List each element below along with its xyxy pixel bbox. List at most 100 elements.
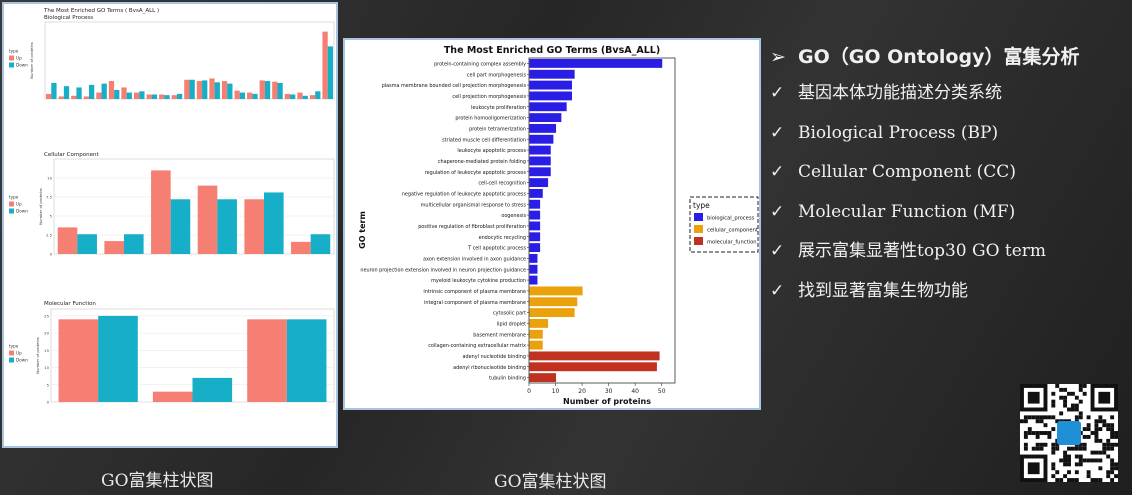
qr-module <box>1102 419 1107 424</box>
qr-module <box>1067 391 1071 396</box>
qr-module <box>1055 442 1060 447</box>
bar <box>529 318 549 328</box>
bar <box>247 319 287 402</box>
qr-module <box>1090 478 1095 482</box>
category-label: cell part morphogenesis <box>467 72 527 78</box>
qr-pattern <box>1020 384 1118 482</box>
qr-module <box>1051 391 1056 396</box>
qr-module <box>1051 427 1056 432</box>
qr-module <box>1063 387 1068 392</box>
main-chart-xlabel: Number of proteins <box>563 397 651 406</box>
bar <box>209 78 215 99</box>
bar <box>126 92 132 99</box>
qr-module <box>1074 407 1079 412</box>
qr-module <box>1082 446 1087 451</box>
left-caption: GO富集柱状图 <box>101 471 214 491</box>
bar <box>63 86 70 99</box>
qr-module <box>1043 442 1048 447</box>
bar <box>529 264 538 274</box>
qr-module <box>1110 415 1115 420</box>
qr-module <box>1094 450 1099 455</box>
qr-module <box>1067 478 1071 482</box>
qr-module <box>1086 415 1091 420</box>
check-icon: ✓ <box>770 162 785 182</box>
bar <box>529 221 541 231</box>
bar <box>259 80 265 99</box>
main-chart-title: The Most Enriched GO Terms (BvsA_ALL) <box>444 45 660 56</box>
bar <box>529 167 551 177</box>
qr-module <box>1051 442 1056 447</box>
qr-module <box>1078 446 1083 451</box>
subplot-ylabel: Number of proteins <box>38 188 43 225</box>
legend-label: molecular_function <box>707 240 757 246</box>
qr-module <box>1074 478 1079 482</box>
bar <box>529 362 657 372</box>
qr-module <box>1055 384 1060 388</box>
bar <box>146 94 152 99</box>
bar <box>529 123 557 133</box>
y-tick-label: 10 <box>44 365 49 370</box>
qr-module <box>1090 450 1095 455</box>
bp-bars: Number of proteins type Up Down <box>9 21 335 100</box>
bar <box>152 391 193 402</box>
bar <box>529 340 543 350</box>
bar <box>529 113 562 123</box>
arrow-bullet-icon: ➢ <box>770 46 786 68</box>
category-label: intrinsic component of plasma membrane <box>423 289 526 295</box>
qr-module <box>1082 427 1087 432</box>
qr-module <box>1114 442 1118 447</box>
legend-label: biological_process <box>707 216 755 222</box>
qr-module <box>1114 462 1118 467</box>
bar <box>202 80 208 99</box>
category-label: axon extension involved in axon guidance <box>423 256 526 262</box>
qr-module <box>1035 442 1040 447</box>
qr-module <box>1039 442 1044 447</box>
category-label: positive regulation of fibroblast prolif… <box>418 224 526 230</box>
qr-module <box>1063 474 1068 479</box>
subplot-legend-label: Down <box>16 63 28 68</box>
main-legend: type biological_process cellular_componen… <box>689 196 759 253</box>
qr-module <box>1043 431 1048 435</box>
category-label: T cell apoptotic process <box>467 246 526 252</box>
category-label: neuron projection extension involved in … <box>360 267 526 273</box>
qr-module <box>1059 395 1064 400</box>
bar <box>264 81 271 99</box>
check-icon: ✓ <box>770 201 785 222</box>
category-label: chaperone-mediated protein folding <box>438 159 526 165</box>
subplot-ylabel: Number of proteins <box>29 42 34 79</box>
bar <box>529 58 663 68</box>
bar <box>170 199 191 254</box>
qr-module <box>1067 454 1071 459</box>
qr-module <box>1074 454 1079 459</box>
bar <box>309 95 316 99</box>
main-chart-ylabel: GO term <box>358 211 367 249</box>
subplot-legend-swatch <box>9 208 14 214</box>
category-label: striated muscle cell differentiation <box>442 137 526 143</box>
qr-module <box>1059 411 1064 416</box>
bar <box>101 83 107 99</box>
bar <box>302 95 308 99</box>
y-tick-label: 7.5 <box>46 195 53 200</box>
qr-module <box>1094 478 1099 482</box>
qr-module <box>1023 419 1028 424</box>
category-label: leukocyte proliferation <box>471 105 526 111</box>
bar <box>529 134 554 144</box>
bar <box>277 82 283 99</box>
category-label: cytosolic part <box>493 311 526 317</box>
bar <box>529 210 541 220</box>
qr-logo-badge <box>1057 421 1081 445</box>
qr-module <box>1039 446 1044 451</box>
bullet-text: 展示富集显著性top30 GO term <box>798 241 1047 261</box>
left-chart-panel: The Most Enriched GO Terms ( BvsA_ALL ) … <box>2 2 338 448</box>
bullet-text: 找到显著富集生物功能 <box>798 280 968 301</box>
qr-module <box>1074 395 1079 400</box>
bar <box>529 178 549 188</box>
x-tick-label: 30 <box>605 388 613 395</box>
bar <box>297 92 303 99</box>
qr-module <box>1051 450 1056 455</box>
qr-module <box>1023 431 1028 435</box>
bullet-text: 基因本体功能描述分类系统 <box>798 83 1002 103</box>
qr-module <box>1067 458 1071 463</box>
bar <box>98 315 138 402</box>
qr-module <box>1074 446 1079 451</box>
